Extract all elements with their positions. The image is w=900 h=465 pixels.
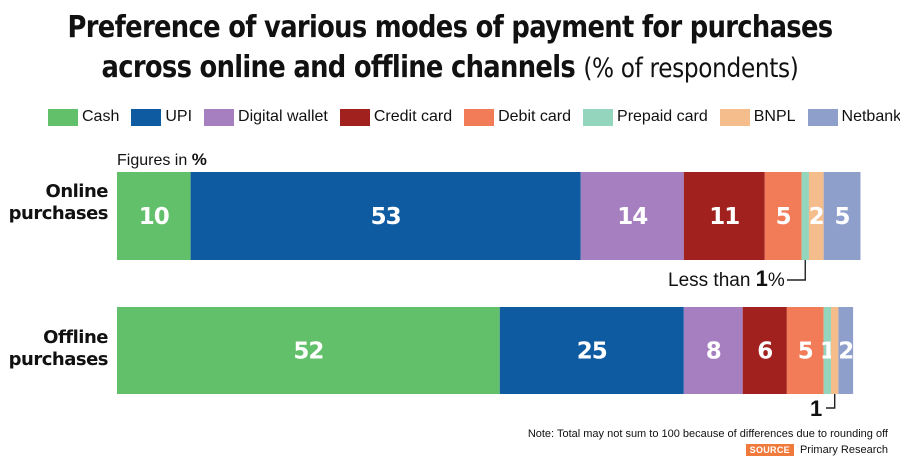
legend-label-debit-card: Debit card [498, 108, 572, 125]
annotation-offline-value: 1 [810, 396, 823, 421]
annotation-online-value: 1 [755, 266, 768, 291]
figures-in-note: Figures in % [117, 150, 207, 170]
data-label-offline-purchases-cash: 52 [293, 339, 323, 365]
source-badge: SOURCE [745, 444, 794, 456]
figures-in-unit: % [191, 150, 207, 169]
legend-item-credit-card: Credit card [339, 108, 453, 126]
footnote: Note: Total may not sum to 100 because o… [527, 428, 888, 440]
row-label-offline: Offline purchases [0, 327, 109, 371]
source-text: Primary Research [799, 444, 888, 456]
chart-title-main: across online and offline channels [101, 50, 576, 85]
bar-offline-purchases-prepaid-card [823, 307, 832, 394]
callout-line-offline [826, 394, 836, 409]
legend-swatch-upi [131, 108, 162, 126]
bar-online-purchases-prepaid-card [801, 172, 809, 260]
data-label-online-purchases-netbanking: 5 [835, 204, 850, 230]
data-label-online-purchases-cash: 10 [139, 204, 169, 230]
annotation-online-prefix: Less than [668, 270, 756, 291]
bar-offline-purchases-netbanking [838, 307, 854, 394]
annotation-online-less-than-1: Less than 1% [668, 266, 785, 292]
bar-offline-purchases-cash [117, 307, 500, 394]
data-label-online-purchases-credit-card: 11 [709, 204, 739, 230]
chart-title-line1: Preference of various modes of payment f… [67, 10, 834, 45]
row-label-offline-line1: Offline [43, 327, 108, 348]
bar-online-purchases-credit-card [683, 172, 765, 260]
legend-item-upi: UPI [131, 108, 192, 126]
data-label-online-purchases-bnpl: 2 [809, 204, 824, 230]
legend-swatch-netbanking [807, 108, 838, 126]
data-label-offline-purchases-debit-card: 5 [798, 339, 813, 365]
bar-online-purchases-cash [117, 172, 191, 260]
bar-online-purchases-upi [190, 172, 581, 260]
bar-offline-purchases-credit-card [742, 307, 787, 394]
legend-item-bnpl: BNPL [719, 108, 796, 126]
bar-online-purchases-netbanking [823, 172, 861, 260]
legend-item-debit-card: Debit card [464, 108, 571, 126]
row-label-online: Online purchases [0, 181, 109, 225]
legend-item-netbanking: Netbanking [807, 108, 900, 126]
legend-label-digital-wallet: Digital wallet [238, 108, 328, 125]
chart-title-unit: (% of respondents) [583, 53, 799, 84]
data-label-online-purchases-digital-wallet: 14 [617, 204, 647, 230]
annotation-offline-1: 1 [810, 396, 822, 422]
legend: Cash UPI Digital wallet Credit card Debit ca… [48, 106, 900, 128]
data-label-offline-purchases-netbanking: 2 [838, 339, 853, 365]
data-label-online-purchases-debit-card: 5 [776, 204, 791, 230]
legend-label-bnpl: BNPL [753, 108, 796, 125]
annotation-online-unit: % [767, 270, 785, 291]
bar-online-purchases-digital-wallet [580, 172, 684, 260]
legend-swatch-debit-card [464, 108, 495, 126]
row-label-offline-line2: purchases [8, 349, 109, 370]
legend-item-prepaid-card: Prepaid card [583, 108, 708, 126]
bar-offline-purchases-bnpl [831, 307, 839, 394]
bar-offline-purchases-digital-wallet [683, 307, 743, 394]
legend-swatch-credit-card [339, 108, 370, 126]
legend-label-netbanking: Netbanking [841, 108, 900, 125]
legend-swatch-prepaid-card [583, 108, 614, 126]
bar-online-purchases-bnpl [808, 172, 824, 260]
bar-online-purchases-debit-card [764, 172, 802, 260]
data-label-offline-purchases-upi: 25 [577, 339, 607, 365]
chart-title-line2: across online and offline channels (% of… [63, 50, 837, 87]
row-label-online-line1: Online [45, 181, 109, 202]
data-label-offline-purchases-digital-wallet: 8 [706, 339, 721, 365]
legend-swatch-cash [48, 108, 78, 126]
legend-label-upi: UPI [165, 108, 193, 125]
legend-swatch-digital-wallet [204, 108, 235, 126]
bar-offline-purchases-upi [499, 307, 684, 394]
legend-item-cash: Cash [48, 108, 119, 126]
legend-swatch-bnpl [719, 108, 750, 126]
legend-label-prepaid-card: Prepaid card [617, 108, 708, 125]
data-label-offline-purchases-credit-card: 6 [757, 339, 772, 365]
legend-label-credit-card: Credit card [373, 108, 453, 125]
callout-line-online [787, 260, 806, 281]
legend-label-cash: Cash [82, 108, 120, 125]
bar-offline-purchases-debit-card [786, 307, 824, 394]
row-label-online-line2: purchases [8, 203, 109, 224]
data-label-online-purchases-upi: 53 [371, 204, 401, 230]
figures-in-prefix: Figures in [117, 152, 192, 169]
source-line: SOURCE Primary Research [745, 444, 888, 456]
legend-item-digital-wallet: Digital wallet [204, 108, 328, 126]
